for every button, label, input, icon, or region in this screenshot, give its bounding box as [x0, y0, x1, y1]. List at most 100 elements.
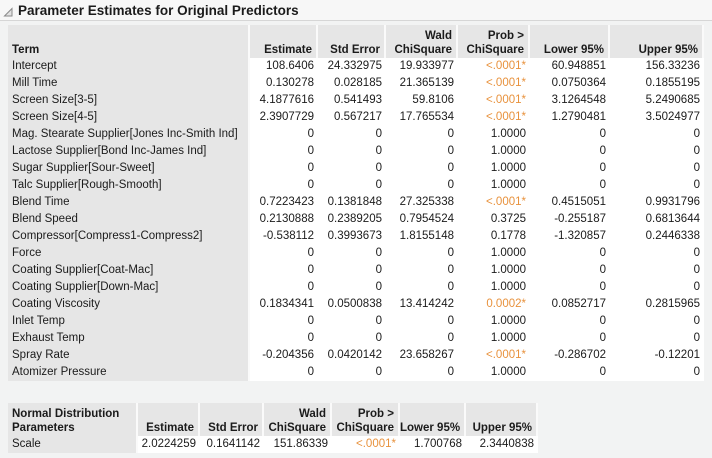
- wald-chisquare-cell: 0: [386, 262, 458, 279]
- column-header-lower-95: Lower 95%: [530, 25, 610, 58]
- table-row[interactable]: Lactose Supplier[Bond Inc-James Ind] 0 0…: [8, 143, 712, 160]
- lower-95-cell: 0.4515051: [530, 194, 610, 211]
- prob-chisquare-cell: 1.0000: [458, 143, 530, 160]
- table-row[interactable]: Compressor[Compress1-Compress2] -0.53811…: [8, 228, 712, 245]
- prob-chisquare-cell: <.0001*: [458, 109, 530, 126]
- wald-chisquare-cell: 151.86339: [264, 436, 332, 453]
- std-error-cell: 0: [318, 279, 386, 296]
- estimate-cell: 0.130278: [250, 75, 318, 92]
- wald-chisquare-cell: 0: [386, 245, 458, 262]
- estimate-cell: -0.204356: [250, 347, 318, 364]
- header-line1: Wald: [424, 30, 452, 42]
- std-error-cell: 0.028185: [318, 75, 386, 92]
- table-row[interactable]: Coating Viscosity 0.1834341 0.0500838 13…: [8, 296, 712, 313]
- term-cell: Coating Supplier[Down-Mac]: [8, 279, 250, 296]
- scale-table-header-row: Normal Distribution Parameters Estimate …: [8, 403, 712, 436]
- upper-95-cell: 156.33236: [610, 58, 704, 75]
- scale-table-body: Scale 2.0224259 0.1641142 151.86339 <.00…: [8, 436, 712, 453]
- table-row[interactable]: Screen Size[4-5] 2.3907729 0.567217 17.7…: [8, 109, 712, 126]
- table-row[interactable]: Scale 2.0224259 0.1641142 151.86339 <.00…: [8, 436, 712, 453]
- column-header-estimate: Estimate: [138, 403, 200, 436]
- upper-95-cell: 0.2446338: [610, 228, 704, 245]
- table-row[interactable]: Screen Size[3-5] 4.1877616 0.541493 59.8…: [8, 92, 712, 109]
- lower-95-cell: 0.0852717: [530, 296, 610, 313]
- wald-chisquare-cell: 0: [386, 143, 458, 160]
- wald-chisquare-cell: 19.933977: [386, 58, 458, 75]
- lower-95-cell: 60.948851: [530, 58, 610, 75]
- lower-95-cell: 1.700768: [400, 436, 466, 453]
- header-line2: ChiSquare: [466, 44, 524, 56]
- lower-95-cell: 0: [530, 330, 610, 347]
- lower-95-cell: 0: [530, 126, 610, 143]
- column-header-term: Term: [8, 25, 250, 58]
- estimate-cell: 0: [250, 245, 318, 262]
- std-error-cell: 0.1381848: [318, 194, 386, 211]
- wald-chisquare-cell: 27.325338: [386, 194, 458, 211]
- term-cell: Atomizer Pressure: [8, 364, 250, 381]
- term-cell: Blend Speed: [8, 211, 250, 228]
- lower-95-cell: -0.286702: [530, 347, 610, 364]
- std-error-cell: 0: [318, 262, 386, 279]
- lower-95-cell: 0: [530, 245, 610, 262]
- term-cell: Coating Supplier[Coat-Mac]: [8, 262, 250, 279]
- lower-95-cell: 1.2790481: [530, 109, 610, 126]
- upper-95-cell: 0: [610, 330, 704, 347]
- upper-95-cell: -0.12201: [610, 347, 704, 364]
- upper-95-cell: 0.6813644: [610, 211, 704, 228]
- outline-title-bar[interactable]: Parameter Estimates for Original Predict…: [0, 0, 712, 21]
- table-row[interactable]: Force 0 0 0 1.0000 0 0: [8, 245, 712, 262]
- header-line2: Estimate: [264, 44, 312, 56]
- estimate-cell: 0: [250, 364, 318, 381]
- table-row[interactable]: Coating Supplier[Down-Mac] 0 0 0 1.0000 …: [8, 279, 712, 296]
- table-row[interactable]: Intercept 108.6406 24.332975 19.933977 <…: [8, 58, 712, 75]
- std-error-cell: 0: [318, 160, 386, 177]
- upper-95-cell: 0: [610, 262, 704, 279]
- table-row[interactable]: Sugar Supplier[Sour-Sweet] 0 0 0 1.0000 …: [8, 160, 712, 177]
- prob-chisquare-cell: 1.0000: [458, 313, 530, 330]
- table-row[interactable]: Spray Rate -0.204356 0.0420142 23.658267…: [8, 347, 712, 364]
- table-row[interactable]: Mill Time 0.130278 0.028185 21.365139 <.…: [8, 75, 712, 92]
- prob-chisquare-cell: <.0001*: [458, 58, 530, 75]
- wald-chisquare-cell: 13.414242: [386, 296, 458, 313]
- term-cell: Coating Viscosity: [8, 296, 250, 313]
- std-error-cell: 0: [318, 364, 386, 381]
- header-line2: Std Error: [208, 422, 258, 434]
- upper-95-cell: 0.9931796: [610, 194, 704, 211]
- wald-chisquare-cell: 21.365139: [386, 75, 458, 92]
- estimate-cell: 0.7223423: [250, 194, 318, 211]
- term-cell: Inlet Temp: [8, 313, 250, 330]
- header-line2: ChiSquare: [268, 422, 326, 434]
- term-cell: Screen Size[4-5]: [8, 109, 250, 126]
- std-error-cell: 0.1641142: [200, 436, 264, 453]
- std-error-cell: 24.332975: [318, 58, 386, 75]
- lower-95-cell: 0: [530, 313, 610, 330]
- prob-chisquare-cell: 1.0000: [458, 126, 530, 143]
- table-row[interactable]: Blend Speed 0.2130888 0.2389205 0.795452…: [8, 211, 712, 228]
- estimate-cell: 0.2130888: [250, 211, 318, 228]
- estimate-cell: 0: [250, 177, 318, 194]
- wald-chisquare-cell: 0: [386, 279, 458, 296]
- estimate-cell: 0: [250, 279, 318, 296]
- table-row[interactable]: Inlet Temp 0 0 0 1.0000 0 0: [8, 313, 712, 330]
- header-line1: Wald: [298, 408, 326, 420]
- std-error-cell: 0.0420142: [318, 347, 386, 364]
- header-line1: Prob >: [357, 408, 394, 420]
- table-row[interactable]: Talc Supplier[Rough-Smooth] 0 0 0 1.0000…: [8, 177, 712, 194]
- prob-chisquare-cell: 0.1778: [458, 228, 530, 245]
- disclosure-triangle-icon[interactable]: [3, 5, 14, 16]
- table-row[interactable]: Blend Time 0.7223423 0.1381848 27.325338…: [8, 194, 712, 211]
- table-row[interactable]: Atomizer Pressure 0 0 0 1.0000 0 0: [8, 364, 712, 381]
- parameter-estimates-table: Term Estimate Std Error Wald ChiSquare P…: [8, 25, 712, 381]
- estimate-cell: 0: [250, 262, 318, 279]
- std-error-cell: 0.0500838: [318, 296, 386, 313]
- column-header-estimate: Estimate: [250, 25, 318, 58]
- table-row[interactable]: Exhaust Temp 0 0 0 1.0000 0 0: [8, 330, 712, 347]
- estimate-cell: 0: [250, 143, 318, 160]
- prob-chisquare-cell: 0.3725: [458, 211, 530, 228]
- upper-95-cell: 0: [610, 364, 704, 381]
- table-row[interactable]: Mag. Stearate Supplier[Jones Inc-Smith I…: [8, 126, 712, 143]
- table-row[interactable]: Coating Supplier[Coat-Mac] 0 0 0 1.0000 …: [8, 262, 712, 279]
- term-cell: Compressor[Compress1-Compress2]: [8, 228, 250, 245]
- column-header-std-error: Std Error: [200, 403, 264, 436]
